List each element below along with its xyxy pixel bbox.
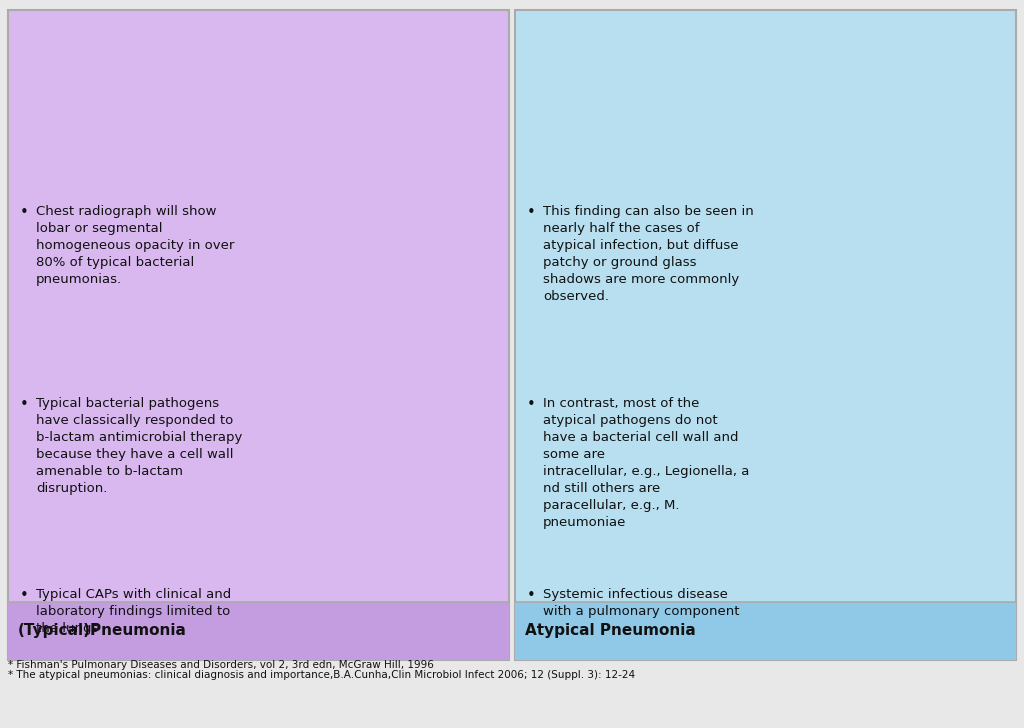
- Text: * The atypical pneumonias: clinical diagnosis and importance,B.A.Cunha,Clin Micr: * The atypical pneumonias: clinical diag…: [8, 670, 635, 680]
- Bar: [515, 10, 1016, 660]
- Text: •: •: [20, 397, 29, 411]
- Bar: [8, 602, 509, 660]
- Bar: [8, 10, 509, 660]
- Bar: [515, 602, 1016, 660]
- Text: Chest radiograph will show
lobar or segmental
homogeneous opacity in over
80% of: Chest radiograph will show lobar or segm…: [36, 205, 234, 286]
- Text: •: •: [527, 588, 536, 603]
- Text: (Typical)Pneumonia: (Typical)Pneumonia: [18, 623, 186, 638]
- Text: * Fishman's Pulmonary Diseases and Disorders, vol 2, 3rd edn, McGraw Hill, 1996: * Fishman's Pulmonary Diseases and Disor…: [8, 660, 434, 670]
- Text: In contrast, most of the
atypical pathogens do not
have a bacterial cell wall an: In contrast, most of the atypical pathog…: [543, 397, 750, 529]
- Text: •: •: [527, 397, 536, 411]
- Text: Atypical Pneumonia: Atypical Pneumonia: [525, 623, 695, 638]
- Text: Systemic infectious disease
with a pulmonary component: Systemic infectious disease with a pulmo…: [543, 588, 739, 618]
- Text: •: •: [20, 588, 29, 603]
- Text: This finding can also be seen in
nearly half the cases of
atypical infection, bu: This finding can also be seen in nearly …: [543, 205, 754, 304]
- Text: •: •: [527, 205, 536, 221]
- Text: Typical CAPs with clinical and
laboratory findings limited to
the lungs: Typical CAPs with clinical and laborator…: [36, 588, 231, 635]
- Text: Typical bacterial pathogens
have classically responded to
b-lactam antimicrobial: Typical bacterial pathogens have classic…: [36, 397, 243, 494]
- Text: •: •: [20, 205, 29, 221]
